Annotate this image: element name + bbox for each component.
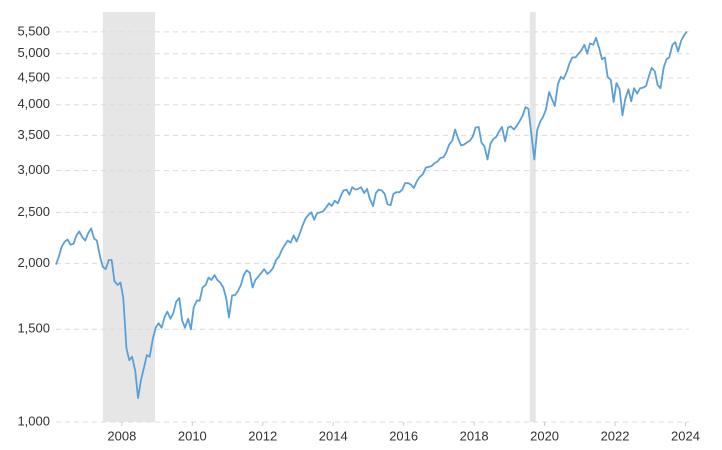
y-tick-label: 1,500	[17, 321, 50, 336]
y-tick-label: 1,000	[17, 413, 50, 428]
x-tick-label: 2018	[460, 428, 489, 443]
x-tick-label: 2010	[178, 428, 207, 443]
x-tick-label: 2016	[389, 428, 418, 443]
x-tick-label: 2014	[319, 428, 348, 443]
y-tick-label: 2,500	[17, 204, 50, 219]
recession-band	[102, 12, 155, 422]
y-tick-label: 3,000	[17, 162, 50, 177]
y-tick-label: 4,500	[17, 69, 50, 84]
x-tick-label: 2020	[530, 428, 559, 443]
y-tick-label: 4,000	[17, 96, 50, 111]
y-tick-label: 5,500	[17, 23, 50, 38]
y-tick-label: 5,000	[17, 45, 50, 60]
y-tick-label: 3,500	[17, 127, 50, 142]
y-tick-label: 2,000	[17, 255, 50, 270]
x-tick-label: 2012	[248, 428, 277, 443]
x-tick-label: 2008	[107, 428, 136, 443]
price-line	[55, 30, 688, 400]
x-tick-label: 2024	[671, 428, 700, 443]
recession-band	[529, 12, 536, 422]
x-tick-label: 2022	[601, 428, 630, 443]
